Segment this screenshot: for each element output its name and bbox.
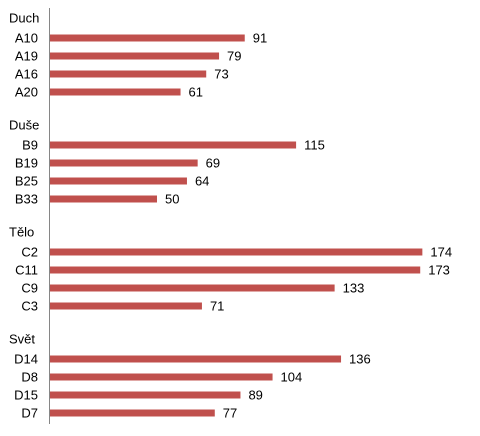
data-label: 61 — [189, 85, 203, 100]
bar — [50, 88, 181, 96]
category-label: B19 — [15, 156, 38, 171]
category-label: C9 — [21, 281, 38, 296]
category-label: A16 — [15, 67, 38, 82]
category-label: B25 — [15, 174, 38, 189]
data-label: 115 — [304, 138, 325, 153]
category-label: D14 — [14, 352, 38, 367]
data-label: 79 — [227, 49, 241, 64]
data-label: 89 — [248, 388, 262, 403]
bar — [50, 177, 187, 185]
category-label: D7 — [21, 406, 38, 421]
data-label: 91 — [253, 31, 267, 46]
bar — [50, 284, 335, 292]
data-label: 104 — [281, 370, 303, 385]
bar — [50, 70, 207, 78]
data-label: 174 — [430, 245, 452, 260]
data-label: 136 — [349, 352, 371, 367]
group-label: Duše — [9, 118, 39, 133]
bar — [50, 34, 245, 42]
category-label: C11 — [15, 263, 38, 278]
data-label: 77 — [223, 406, 237, 421]
bar — [50, 248, 423, 256]
data-label: 173 — [428, 263, 450, 278]
category-label: D8 — [21, 370, 38, 385]
data-label: 50 — [165, 192, 179, 207]
data-label: 64 — [195, 174, 209, 189]
bar — [50, 52, 220, 60]
data-label: 71 — [210, 299, 224, 314]
bar — [50, 302, 202, 310]
category-label: B33 — [15, 192, 38, 207]
group-label: Tělo — [9, 225, 34, 240]
bar — [50, 141, 297, 149]
category-label: D15 — [14, 388, 38, 403]
group-label: Svět — [9, 332, 35, 347]
category-label: A20 — [15, 85, 38, 100]
bar — [50, 373, 273, 381]
category-label: C3 — [21, 299, 38, 314]
bar — [50, 195, 157, 203]
data-label: 69 — [206, 156, 220, 171]
bar — [50, 266, 421, 274]
bar — [50, 159, 198, 167]
category-label: A10 — [15, 31, 38, 46]
bar — [50, 409, 215, 417]
bar — [50, 391, 241, 399]
category-label: A19 — [15, 49, 38, 64]
group-label: Duch — [9, 11, 39, 26]
bar — [50, 355, 342, 363]
category-label: C2 — [21, 245, 38, 260]
data-label: 133 — [343, 281, 365, 296]
category-label: B9 — [22, 138, 38, 153]
data-label: 73 — [214, 67, 228, 82]
